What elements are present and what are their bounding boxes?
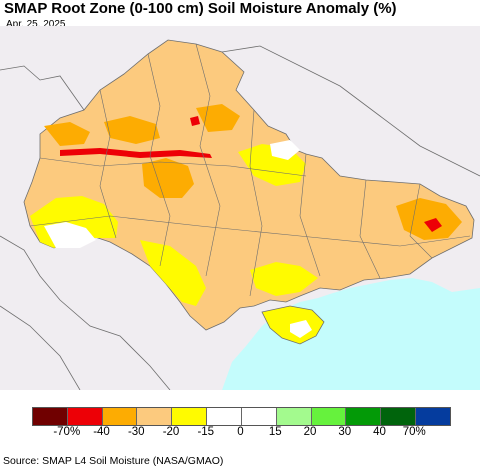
- legend-tick: 40: [373, 426, 386, 438]
- legend-tick: 0: [237, 426, 244, 438]
- country-borders: [0, 45, 480, 390]
- map-svg: [0, 26, 480, 390]
- light-dry-patch-coast: [250, 262, 318, 296]
- legend-tick: 20: [303, 426, 317, 438]
- map-date: Apr. 25, 2025: [6, 19, 66, 30]
- dry-zone-central: [142, 158, 194, 198]
- ukraine-territory: [23, 39, 475, 331]
- legend-swatch: [346, 408, 382, 425]
- legend-tick: 30: [338, 426, 352, 438]
- oblast-borders: [29, 43, 471, 297]
- legend-swatch: [137, 408, 173, 425]
- dry-zone-north: [104, 116, 160, 144]
- dry-zone-northwest: [44, 122, 90, 146]
- legend-tick: -40: [93, 426, 110, 438]
- legend-tick: -30: [127, 426, 145, 438]
- legend-swatch: [102, 408, 138, 425]
- normal-patch-west: [44, 222, 96, 248]
- source-credit: Source: SMAP L4 Soil Moisture (NASA/GMAO…: [3, 455, 224, 467]
- black-sea: [222, 278, 480, 390]
- legend-swatch: [172, 408, 208, 425]
- legend-tick-labels: -70% -40 -30 -20 -15 0 15 20 30 40 70%: [32, 426, 449, 440]
- crimea-normal: [290, 320, 312, 338]
- legend-tick: -15: [197, 426, 215, 438]
- map-title: SMAP Root Zone (0-100 cm) Soil Moisture …: [4, 0, 397, 17]
- very-dry-spot-central: [190, 116, 200, 126]
- very-dry-spot-east: [424, 218, 442, 232]
- legend-tick: -70%: [53, 426, 81, 438]
- legend-swatch: [276, 408, 312, 425]
- legend-tick: 70%: [402, 426, 426, 438]
- legend-swatch: [241, 408, 277, 425]
- legend-tick: 15: [268, 426, 282, 438]
- legend-swatch: [416, 408, 450, 425]
- legend-swatch: [381, 408, 417, 425]
- legend-swatch: [33, 408, 68, 425]
- legend-colorbar: [32, 407, 451, 426]
- light-dry-patch-south: [140, 240, 206, 306]
- normal-patch-northeast: [270, 140, 300, 160]
- legend-swatch: [207, 408, 242, 425]
- dry-zone-east: [396, 198, 462, 240]
- legend-tick: -20: [162, 426, 180, 438]
- legend-swatch: [311, 408, 347, 425]
- legend-swatch: [67, 408, 103, 425]
- soil-moisture-map: [0, 26, 480, 390]
- very-dry-streak-north: [60, 148, 212, 158]
